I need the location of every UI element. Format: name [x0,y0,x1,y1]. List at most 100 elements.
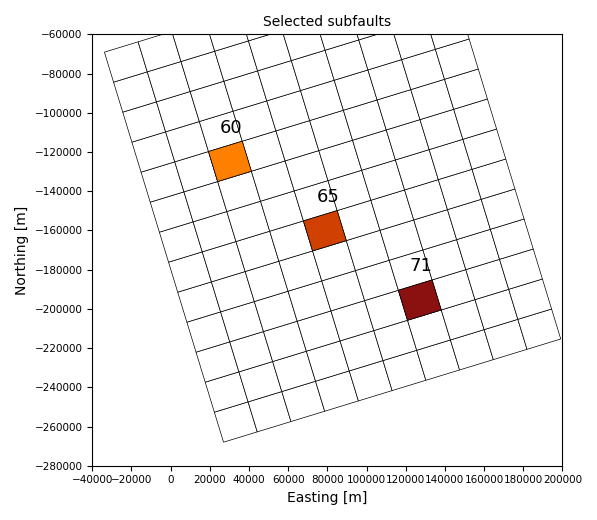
Polygon shape [313,241,355,281]
Polygon shape [438,170,481,210]
Polygon shape [405,179,448,220]
Polygon shape [334,70,377,110]
Polygon shape [239,361,282,402]
Polygon shape [245,261,288,302]
Polygon shape [288,281,331,321]
Polygon shape [429,139,472,179]
Polygon shape [294,180,337,221]
Polygon shape [389,250,432,290]
Polygon shape [227,201,270,241]
Polygon shape [273,351,316,392]
Polygon shape [481,189,524,229]
Polygon shape [432,270,475,310]
Polygon shape [322,270,365,311]
Polygon shape [392,19,435,60]
Polygon shape [423,240,466,280]
Polygon shape [258,60,300,101]
Polygon shape [260,191,303,231]
Polygon shape [383,350,426,391]
Polygon shape [306,341,349,381]
Polygon shape [202,241,245,282]
Polygon shape [466,259,509,300]
Polygon shape [141,162,184,202]
Polygon shape [319,140,362,180]
Polygon shape [316,10,359,50]
Polygon shape [273,0,316,31]
Polygon shape [426,9,469,49]
Polygon shape [350,0,392,40]
Polygon shape [279,251,322,291]
Polygon shape [450,330,493,370]
Polygon shape [414,210,457,250]
Polygon shape [353,130,395,170]
Polygon shape [337,200,380,241]
Polygon shape [248,31,291,71]
Polygon shape [417,340,460,380]
Polygon shape [509,279,552,319]
Polygon shape [199,111,242,151]
Polygon shape [104,42,147,82]
Polygon shape [248,392,291,432]
Polygon shape [316,371,358,411]
Polygon shape [475,289,518,330]
Polygon shape [270,221,313,261]
X-axis label: Easting [m]: Easting [m] [287,491,368,505]
Polygon shape [205,11,248,51]
Polygon shape [205,372,248,412]
Polygon shape [172,21,215,61]
Polygon shape [374,320,417,360]
Polygon shape [411,79,454,120]
Polygon shape [297,311,340,351]
Polygon shape [254,291,297,332]
Polygon shape [490,219,533,259]
Polygon shape [310,110,353,151]
Polygon shape [178,282,221,322]
Polygon shape [340,0,383,10]
Polygon shape [196,342,239,382]
Polygon shape [211,271,254,312]
Polygon shape [435,39,478,79]
Polygon shape [221,302,263,342]
Polygon shape [215,41,258,81]
Polygon shape [113,72,156,112]
Polygon shape [349,360,392,401]
Polygon shape [343,100,386,140]
Polygon shape [156,92,199,132]
Polygon shape [193,212,236,252]
Polygon shape [165,122,208,162]
Polygon shape [441,300,484,340]
Polygon shape [285,151,328,191]
Polygon shape [346,230,389,270]
Polygon shape [236,231,279,271]
Title: Selected subfaults: Selected subfaults [263,15,392,29]
Polygon shape [132,132,175,172]
Polygon shape [454,99,497,139]
Polygon shape [398,280,441,320]
Text: 65: 65 [316,188,339,206]
Polygon shape [184,181,227,222]
Polygon shape [187,312,230,352]
Polygon shape [251,161,294,201]
Polygon shape [208,141,251,181]
Text: 60: 60 [220,119,242,137]
Polygon shape [484,319,527,360]
Polygon shape [398,280,441,320]
Polygon shape [233,101,276,141]
Polygon shape [383,0,426,30]
Polygon shape [463,129,506,170]
Polygon shape [395,150,438,190]
Polygon shape [340,331,383,371]
Polygon shape [448,199,490,240]
Polygon shape [159,222,202,262]
Polygon shape [368,60,411,100]
Polygon shape [365,290,408,331]
Polygon shape [267,90,310,131]
Polygon shape [359,30,402,70]
Polygon shape [445,69,487,109]
Polygon shape [276,121,319,161]
Polygon shape [230,332,273,372]
Y-axis label: Northing [m]: Northing [m] [15,205,29,295]
Polygon shape [457,229,500,270]
Text: 71: 71 [410,257,432,275]
Polygon shape [500,249,543,289]
